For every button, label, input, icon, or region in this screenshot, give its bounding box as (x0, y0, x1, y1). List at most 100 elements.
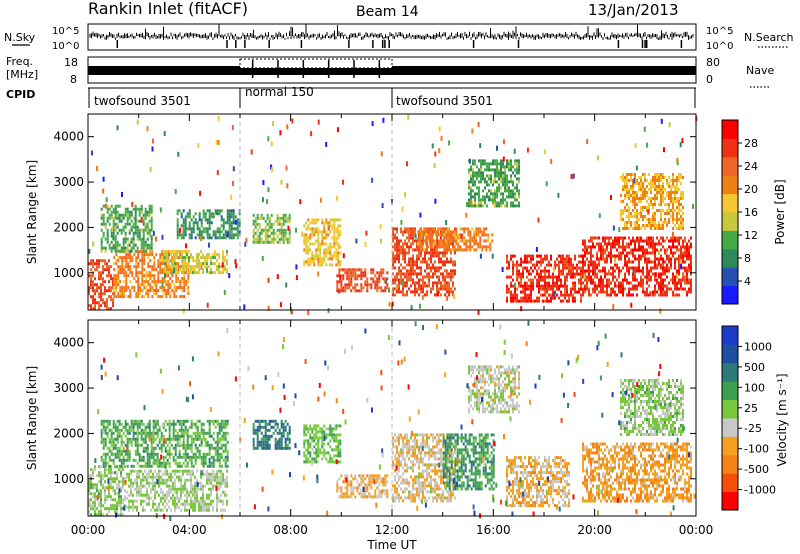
heatmap-cell (136, 237, 139, 241)
heatmap-cell (136, 481, 138, 485)
heatmap-cell (100, 292, 102, 296)
heatmap-cell (120, 507, 122, 511)
heatmap-cell (648, 257, 650, 261)
heatmap-cell (658, 257, 660, 261)
heatmap-cell (562, 260, 564, 264)
heatmap-cell (161, 286, 164, 290)
heatmap-cell (636, 203, 638, 206)
heatmap-cell (668, 182, 670, 185)
heatmap-cell (127, 253, 130, 257)
heatmap-cell (512, 180, 514, 184)
heatmap-cell (392, 260, 394, 264)
heatmap-cell (226, 209, 229, 213)
heatmap-cell (640, 179, 642, 182)
heatmap-cell (182, 218, 185, 222)
heatmap-cell (120, 489, 122, 493)
heatmap-cell (530, 296, 532, 300)
heatmap-cell (490, 180, 492, 184)
heatmap-cell (182, 256, 184, 260)
heatmap-cell (632, 278, 634, 282)
heatmap-cell (323, 251, 326, 255)
heatmap-cell (175, 280, 178, 284)
heatmap-cell (236, 227, 239, 231)
heatmap-cell (376, 286, 379, 290)
heatmap-cell (493, 202, 496, 208)
heatmap-cell (206, 267, 208, 273)
heatmap-cell (672, 206, 674, 209)
heatmap-cell (131, 256, 134, 260)
heatmap-cell (514, 186, 516, 190)
heatmap-cell (94, 510, 96, 514)
heatmap-cell (145, 271, 148, 275)
heatmap-cell (526, 269, 528, 273)
heatmap-cell (108, 471, 110, 475)
heatmap-cell (404, 239, 406, 243)
heatmap-cell (514, 159, 516, 163)
heatmap-cell (647, 209, 650, 215)
heatmap-cell (285, 165, 288, 171)
heatmap-cell (398, 239, 400, 243)
heatmap-cell (92, 274, 94, 278)
heatmap-cell (640, 227, 642, 230)
heatmap-cell (234, 233, 237, 237)
heatmap-cell (303, 236, 306, 240)
heatmap-cell (98, 271, 100, 275)
heatmap-cell (457, 242, 460, 246)
heatmap-cell (150, 204, 153, 208)
heatmap-cell (176, 230, 179, 234)
heatmap-cell (634, 221, 636, 224)
heatmap-cell (422, 248, 424, 252)
heatmap-cell (634, 275, 636, 279)
heatmap-cell (410, 236, 412, 240)
heatmap-cell (412, 236, 414, 240)
heatmap-cell (584, 278, 586, 282)
heatmap-cell (331, 257, 334, 261)
heatmap-cell (454, 227, 456, 231)
heatmap-cell (680, 245, 682, 249)
heatmap-cell (157, 295, 160, 299)
heatmap-cell (662, 293, 664, 297)
heatmap-cell (138, 493, 140, 497)
heatmap-cell (280, 225, 283, 229)
heatmap-cell (100, 207, 103, 211)
heatmap-cell (177, 151, 180, 157)
heatmap-cell (465, 227, 468, 231)
heatmap-cell (450, 290, 452, 294)
heatmap-cell (686, 257, 688, 261)
heatmap-cell (153, 277, 156, 281)
heatmap-cell (498, 174, 500, 178)
heatmap-cell (594, 266, 596, 270)
heatmap-cell (394, 254, 396, 258)
heatmap-cell (336, 195, 339, 201)
heatmap-cell (380, 271, 383, 275)
heatmap-cell (112, 480, 114, 484)
heatmap-cell (518, 165, 520, 169)
heatmap-cell (183, 295, 186, 299)
heatmap-cell (127, 295, 130, 299)
heatmap-cell (232, 181, 234, 186)
heatmap-cell (141, 274, 144, 278)
heatmap-cell (319, 257, 322, 261)
heatmap-cell (90, 307, 92, 311)
heatmap-cell (100, 249, 103, 253)
heatmap-cell (502, 177, 504, 181)
heatmap-cell (130, 484, 132, 488)
heatmap-cell (102, 213, 105, 217)
heatmap-cell (632, 284, 634, 288)
heatmap-cell (202, 227, 205, 231)
heatmap-cell (157, 259, 160, 263)
heatmap-cell (534, 263, 536, 267)
heatmap-cell (570, 260, 572, 264)
heatmap-cell (112, 235, 115, 241)
heatmap-cell (317, 119, 320, 125)
heatmap-cell (434, 269, 436, 273)
heatmap-cell (666, 182, 668, 185)
heatmap-cell (520, 299, 522, 303)
heatmap-cell (552, 266, 555, 272)
heatmap-cell (480, 162, 482, 166)
heatmap-cell (216, 227, 219, 231)
heatmap-cell (102, 271, 104, 275)
heatmap-cell (118, 501, 120, 505)
heatmap-cell (660, 272, 662, 276)
